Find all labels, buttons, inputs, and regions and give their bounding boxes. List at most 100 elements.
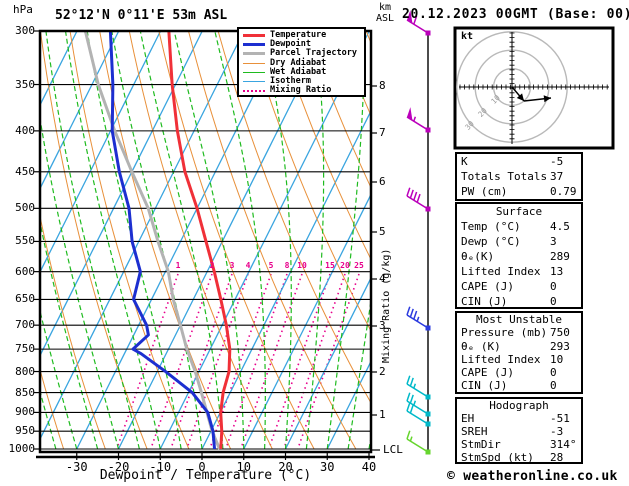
table-row-value: -3 xyxy=(550,425,564,438)
pressure-tick-label: 400 xyxy=(15,123,35,137)
pressure-tick-label: 850 xyxy=(15,385,35,399)
wet-adiabat-line xyxy=(40,388,57,450)
isotherm-line xyxy=(76,31,287,450)
wet-adiabat-line xyxy=(326,31,366,450)
table-row-label: K xyxy=(461,155,468,168)
table-row-value: -51 xyxy=(550,412,570,425)
table-row-value: 4.5 xyxy=(550,220,570,233)
grid-layer xyxy=(40,31,371,450)
legend-item: Dry Adiabat xyxy=(243,57,364,68)
wind-barb xyxy=(406,306,431,331)
wind-barb-half xyxy=(409,436,413,442)
temp-tick-label: -10 xyxy=(149,460,172,474)
wind-shaft xyxy=(406,195,429,210)
table-section-title: Most Unstable xyxy=(475,313,563,326)
table-row-label: PW (cm) xyxy=(461,185,508,198)
wet-adiabat-line xyxy=(347,296,371,450)
legend-item: Wet Adiabat xyxy=(243,67,364,77)
table-row: CIN (J) 0 xyxy=(457,379,581,392)
km-tick-label: 1 xyxy=(379,408,386,421)
table-row-value: 37 xyxy=(550,170,564,183)
wind-barb xyxy=(406,392,431,417)
pressure-tick-label: 550 xyxy=(15,234,35,248)
wind-shaft xyxy=(406,438,429,453)
legend-item: Temperature xyxy=(243,31,364,40)
legend-swatch-temperature xyxy=(243,34,265,38)
mixing-ratio-value-label: 5 xyxy=(268,261,274,270)
wind-barb-full xyxy=(409,189,414,199)
wet-adiabat-line xyxy=(214,31,266,450)
temperature-curve xyxy=(167,31,232,450)
table-row-value: 3 xyxy=(550,235,557,248)
isotherm-line xyxy=(159,31,370,450)
wind-barb xyxy=(406,375,431,400)
table-row: K -5 xyxy=(457,154,581,169)
wind-barb-full xyxy=(413,15,418,25)
wind-pennant xyxy=(407,107,413,121)
temp-tick-label: 20 xyxy=(278,460,293,474)
table-row-label: CIN (J) xyxy=(461,379,508,393)
mixing-ratio-value-label: 15 xyxy=(325,261,335,270)
wind-shaft xyxy=(406,400,429,415)
wind-barb-full xyxy=(409,377,414,387)
legend-item: Parcel Trajectory xyxy=(243,49,364,58)
km-tick-label: 5 xyxy=(379,225,386,238)
legend-label: Dewpoint xyxy=(270,39,311,50)
wet-adiabat-line xyxy=(40,308,78,450)
table-row: Temp (°C) 4.5 xyxy=(457,219,581,234)
table-row: PW (cm) 0.79 xyxy=(457,184,581,199)
wet-adiabat-line xyxy=(262,31,292,450)
wind-barb-full xyxy=(406,187,411,197)
legend-label: Mixing Ratio xyxy=(270,85,332,96)
table-row: Pressure (mb) 750 xyxy=(457,326,581,339)
legend-label: Dry Adiabat xyxy=(270,57,327,68)
table-row: Lifted Index 10 xyxy=(457,353,581,366)
table-section-title: Surface xyxy=(495,205,543,218)
altitude-axis-unit-km: km xyxy=(379,2,392,13)
km-tick-label: 8 xyxy=(379,79,386,92)
legend-item: Mixing Ratio xyxy=(243,86,364,95)
legend-box: Temperature Dewpoint Parcel Trajectory Dry … xyxy=(237,27,366,97)
hodograph-vector-arrowhead xyxy=(543,95,551,103)
mixing-ratio-line xyxy=(115,273,179,450)
wind-barb xyxy=(406,430,431,455)
table-row: CAPE (J) 0 xyxy=(457,366,581,379)
mixing-ratio-line xyxy=(185,273,249,450)
mixing-ratio-value-label: 20 xyxy=(340,261,350,270)
dewpoint-curve xyxy=(108,31,217,450)
table-row-value: 0 xyxy=(550,295,557,308)
legend-item: Dewpoint xyxy=(243,40,364,49)
temp-tick-label: 40 xyxy=(361,460,377,474)
mixing-ratio-line xyxy=(282,273,346,450)
wind-barb-full xyxy=(409,404,414,414)
wind-barb-full xyxy=(416,193,421,203)
km-tick-label: 6 xyxy=(379,175,386,188)
pressure-tick-label: 950 xyxy=(15,424,35,438)
wind-barb-full xyxy=(409,394,414,404)
table-row-label: Pressure (mb) xyxy=(461,326,548,340)
wind-barb-full xyxy=(406,402,411,412)
isotherm-line xyxy=(40,31,203,357)
station-title: 52°12'N 0°11'E 53m ASL xyxy=(55,8,228,23)
lcl-marker-label: LCL xyxy=(383,443,403,456)
wind-barb-full xyxy=(406,392,411,402)
table-row: StmDir 314° xyxy=(457,438,581,451)
table-row-value: 10 xyxy=(550,352,564,366)
legend-swatch-wet-adiabat xyxy=(243,71,265,73)
pressure-tick-label: 600 xyxy=(15,264,35,278)
pressure-tick-label: 800 xyxy=(15,364,35,378)
table-row: StmSpd (kt) 28 xyxy=(457,451,581,464)
mixing-ratio-line xyxy=(149,273,213,450)
km-tick-label: 2 xyxy=(379,365,386,378)
legend-swatch-dry-adiabat xyxy=(243,62,265,64)
wet-adiabat-line xyxy=(45,31,140,450)
dry-adiabat-line xyxy=(40,367,65,450)
pressure-tick-label: 450 xyxy=(15,164,35,178)
table-row-label: StmDir xyxy=(461,438,501,451)
table-row: Totals Totals 37 xyxy=(457,169,581,184)
wind-pennant xyxy=(407,10,413,24)
temp-tick-label: 30 xyxy=(320,460,335,474)
table-row-value: 0 xyxy=(550,379,557,393)
mixing-ratio-line xyxy=(224,273,288,450)
